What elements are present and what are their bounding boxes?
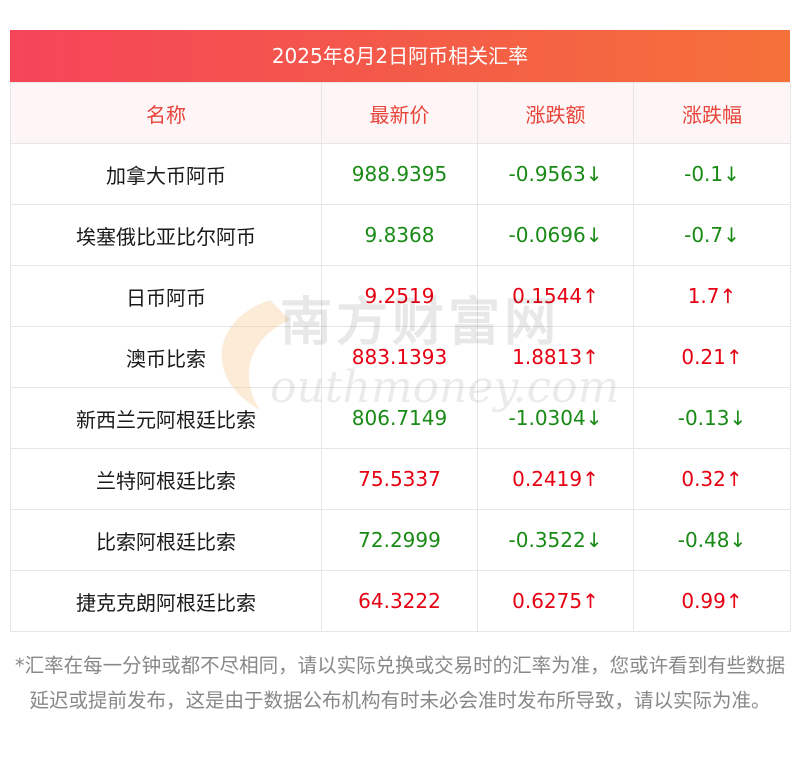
- currency-pair-name: 新西兰元阿根廷比索: [10, 387, 322, 449]
- table-row: 埃塞俄比亚比尔阿币 9.8368 -0.0696↓ -0.7↓: [10, 204, 791, 266]
- latest-price: 64.3222: [321, 570, 478, 632]
- disclaimer-footnote: *汇率在每一分钟或都不尽相同，请以实际兑换或交易时的汇率为准，您或许看到有些数据…: [14, 654, 786, 712]
- header-latest-price: 最新价: [321, 82, 478, 144]
- change-amount: 1.8813↑: [477, 326, 634, 388]
- change-percent: -0.1↓: [633, 143, 791, 205]
- header-change: 涨跌额: [477, 82, 634, 144]
- change-percent: -0.48↓: [633, 509, 791, 571]
- table-row: 比索阿根廷比索 72.2999 -0.3522↓ -0.48↓: [10, 509, 791, 571]
- latest-price: 806.7149: [321, 387, 478, 449]
- latest-price: 9.2519: [321, 265, 478, 327]
- table-row: 兰特阿根廷比索 75.5337 0.2419↑ 0.32↑: [10, 448, 791, 510]
- change-percent: -0.13↓: [633, 387, 791, 449]
- header-change-percent: 涨跌幅: [633, 82, 791, 144]
- latest-price: 883.1393: [321, 326, 478, 388]
- currency-pair-name: 加拿大币阿币: [10, 143, 322, 205]
- exchange-rate-table: 名称 最新价 涨跌额 涨跌幅 加拿大币阿币 988.9395 -0.9563↓ -0.…: [10, 82, 791, 632]
- table-row: 澳币比索 883.1393 1.8813↑ 0.21↑: [10, 326, 791, 388]
- table-row: 新西兰元阿根廷比索 806.7149 -1.0304↓ -0.13↓: [10, 387, 791, 449]
- currency-pair-name: 澳币比索: [10, 326, 322, 388]
- currency-pair-name: 兰特阿根廷比索: [10, 448, 322, 510]
- change-amount: -0.3522↓: [477, 509, 634, 571]
- change-percent: 0.21↑: [633, 326, 791, 388]
- page-title: 2025年8月2日阿币相关汇率: [10, 30, 790, 82]
- latest-price: 75.5337: [321, 448, 478, 510]
- latest-price: 72.2999: [321, 509, 478, 571]
- change-percent: 0.32↑: [633, 448, 791, 510]
- change-amount: 0.6275↑: [477, 570, 634, 632]
- table-row: 日币阿币 9.2519 0.1544↑ 1.7↑: [10, 265, 791, 327]
- currency-pair-name: 捷克克朗阿根廷比索: [10, 570, 322, 632]
- change-amount: -0.0696↓: [477, 204, 634, 266]
- change-amount: 0.2419↑: [477, 448, 634, 510]
- table-header-row: 名称 最新价 涨跌额 涨跌幅: [10, 82, 791, 144]
- currency-pair-name: 日币阿币: [10, 265, 322, 327]
- change-amount: -0.9563↓: [477, 143, 634, 205]
- currency-pair-name: 比索阿根廷比索: [10, 509, 322, 571]
- change-percent: -0.7↓: [633, 204, 791, 266]
- change-amount: -1.0304↓: [477, 387, 634, 449]
- latest-price: 988.9395: [321, 143, 478, 205]
- change-amount: 0.1544↑: [477, 265, 634, 327]
- change-percent: 1.7↑: [633, 265, 791, 327]
- latest-price: 9.8368: [321, 204, 478, 266]
- change-percent: 0.99↑: [633, 570, 791, 632]
- currency-pair-name: 埃塞俄比亚比尔阿币: [10, 204, 322, 266]
- table-row: 加拿大币阿币 988.9395 -0.9563↓ -0.1↓: [10, 143, 791, 205]
- header-name: 名称: [10, 82, 322, 144]
- table-row: 捷克克朗阿根廷比索 64.3222 0.6275↑ 0.99↑: [10, 570, 791, 632]
